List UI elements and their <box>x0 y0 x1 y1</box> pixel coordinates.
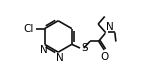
Text: N: N <box>56 53 63 63</box>
Text: Cl: Cl <box>24 24 34 34</box>
Text: S: S <box>82 43 88 53</box>
Text: O: O <box>100 52 109 62</box>
Text: N: N <box>40 45 47 55</box>
Text: N: N <box>106 22 114 32</box>
